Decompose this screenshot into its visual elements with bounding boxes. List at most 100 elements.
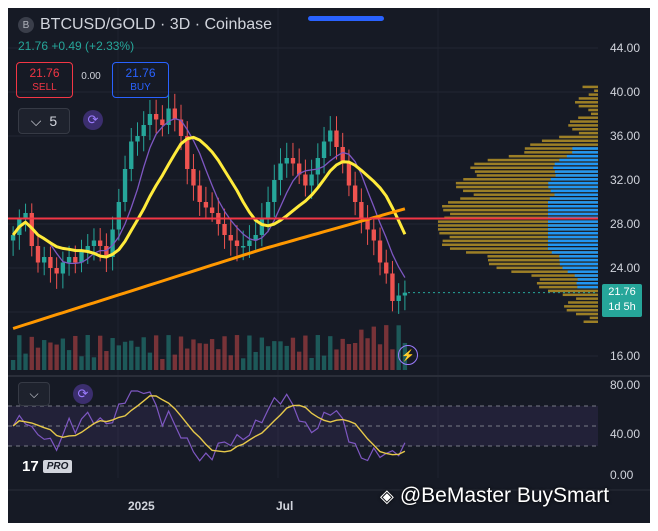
sell-button[interactable]: 21.76 SELL xyxy=(16,62,73,98)
candle-body xyxy=(91,240,97,246)
candle-body xyxy=(259,218,265,235)
volume-bar xyxy=(234,335,240,370)
candle-body xyxy=(172,108,177,120)
volume-profile-bar xyxy=(438,228,598,231)
volume-profile-bar xyxy=(438,224,598,227)
rsi-collapse-button[interactable]: ⌵ xyxy=(18,382,50,406)
volume-profile-bar xyxy=(559,135,598,139)
candle-body xyxy=(334,130,339,147)
volume-bar xyxy=(135,346,140,370)
volume-profile-bar xyxy=(536,282,598,285)
volume-profile-bar xyxy=(578,116,598,119)
candle-body xyxy=(309,174,314,186)
candle-body xyxy=(129,141,134,169)
volume-bar xyxy=(73,335,78,370)
sync-icon[interactable]: ⟳ xyxy=(83,110,103,130)
volume-profile-value-area xyxy=(548,185,598,189)
volume-bar xyxy=(241,358,246,370)
volume-bar xyxy=(365,338,370,370)
volume-profile-value-area xyxy=(548,231,598,235)
volume-bar xyxy=(79,356,84,370)
chart-frame[interactable]: B BTCUSD/GOLD · 3D · Coinbase 21.76 +0.4… xyxy=(8,8,650,523)
volume-profile-value-area xyxy=(577,285,598,289)
volume-profile-value-area xyxy=(548,239,598,243)
volume-bar xyxy=(253,351,258,370)
candle-body xyxy=(328,130,333,142)
volume-profile-bar xyxy=(449,235,598,239)
buy-button[interactable]: 21.76 BUY xyxy=(112,62,169,98)
candle-body xyxy=(228,235,233,241)
volume-bar xyxy=(384,325,389,370)
volume-profile-bar xyxy=(439,231,598,235)
volume-profile-value-area xyxy=(551,251,598,254)
candle-body xyxy=(10,235,16,241)
symbol-logo-icon: B xyxy=(18,17,34,33)
candle-body xyxy=(346,163,352,186)
volume-profile-bar xyxy=(590,112,598,116)
volume-profile-value-area xyxy=(549,197,598,200)
volume-bar xyxy=(153,335,159,370)
price-tick: 36.00 xyxy=(610,129,641,143)
volume-bar xyxy=(303,335,308,370)
candle-body xyxy=(178,119,184,136)
volume-bar xyxy=(284,345,289,370)
candle-body xyxy=(209,207,215,213)
volume-profile-bar xyxy=(578,131,598,135)
symbol-title[interactable]: B BTCUSD/GOLD · 3D · Coinbase xyxy=(18,16,272,34)
candle-body xyxy=(85,246,90,252)
volume-profile-bar xyxy=(460,197,598,200)
volume-profile-bar xyxy=(576,312,598,316)
chart-canvas[interactable] xyxy=(8,8,650,523)
volume-profile-value-area xyxy=(550,189,598,193)
volume-bar xyxy=(352,342,358,370)
volume-profile-bar xyxy=(463,189,598,193)
candle-body xyxy=(247,240,252,246)
volume-bar xyxy=(247,335,252,370)
time-label: 2025 xyxy=(128,499,155,513)
volume-bar xyxy=(259,337,265,370)
bar-countdown: 1d 5h xyxy=(608,301,636,313)
volume-profile-bar xyxy=(473,193,598,196)
lightning-icon[interactable]: ⚡ xyxy=(398,345,418,365)
candle-body xyxy=(42,257,47,263)
volume-profile-value-area xyxy=(548,201,598,204)
candle-body xyxy=(303,174,308,186)
volume-profile-value-area xyxy=(572,151,598,154)
volume-bar xyxy=(17,335,22,370)
volume-profile-bar xyxy=(496,266,598,270)
sync-icon[interactable]: ⟳ xyxy=(73,384,93,404)
sell-price: 21.76 xyxy=(29,66,60,80)
volume-profile-value-area xyxy=(559,158,598,162)
volume-bar xyxy=(48,342,53,370)
volume-profile-value-area xyxy=(548,243,598,246)
candle-body xyxy=(97,240,103,246)
volume-bar xyxy=(228,355,233,370)
candle-body xyxy=(396,295,401,301)
volume-profile-bar xyxy=(470,166,598,169)
price-tick: 32.00 xyxy=(610,173,641,187)
candle-body xyxy=(365,218,370,230)
tv-logo-mark: 17 xyxy=(22,458,39,475)
volume-profile-bar xyxy=(578,97,598,100)
indicators-toggle-button[interactable]: ⌵ 5 xyxy=(18,108,70,134)
volume-profile-bar xyxy=(575,101,598,104)
price-tick: 28.00 xyxy=(610,217,641,231)
watermark: ◈ @BeMaster BuySmart xyxy=(380,484,609,508)
volume-profile-bar xyxy=(539,278,598,281)
rsi-line xyxy=(12,390,406,462)
drag-handle[interactable] xyxy=(308,16,384,21)
volume-bar xyxy=(265,346,271,370)
indicator-count: 5 xyxy=(49,113,58,129)
symbol-title-text: BTCUSD/GOLD · 3D · Coinbase xyxy=(40,16,273,33)
volume-profile-bar xyxy=(456,185,598,189)
volume-profile-value-area xyxy=(548,235,598,239)
candle-body xyxy=(222,224,227,235)
candle-body xyxy=(185,136,190,169)
volume-profile-bar xyxy=(562,293,598,297)
volume-profile-value-area xyxy=(548,205,598,208)
volume-bar xyxy=(185,348,190,370)
price-change: 21.76 +0.49 (+2.33%) xyxy=(18,39,135,53)
volume-profile-bar xyxy=(569,120,598,123)
volume-bar xyxy=(203,343,209,370)
tradingview-logo[interactable]: 17 PRO xyxy=(22,458,73,475)
